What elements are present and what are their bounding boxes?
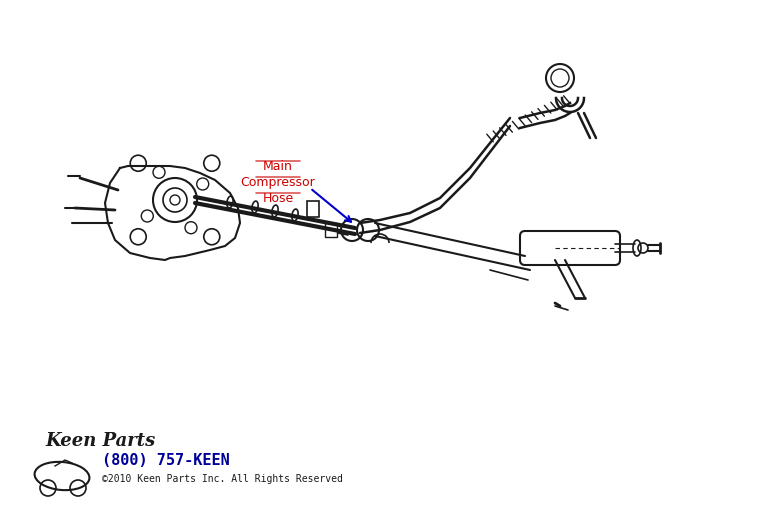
Text: Hose: Hose (263, 192, 293, 205)
Text: Compressor: Compressor (241, 176, 316, 189)
Text: Keen Parts: Keen Parts (45, 432, 156, 450)
Text: ©2010 Keen Parts Inc. All Rights Reserved: ©2010 Keen Parts Inc. All Rights Reserve… (102, 474, 343, 484)
Text: (800) 757-KEEN: (800) 757-KEEN (102, 453, 229, 468)
Text: Main: Main (263, 160, 293, 173)
